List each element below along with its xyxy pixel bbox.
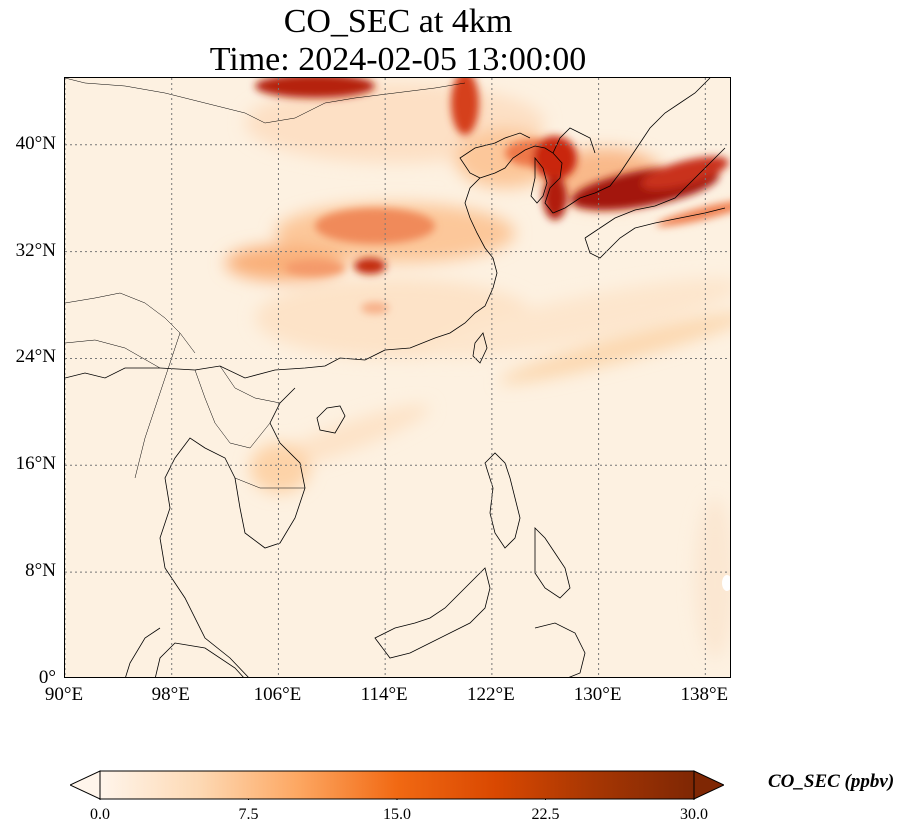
lon-tick-label: 98°E <box>152 684 190 706</box>
lon-tick-label: 90°E <box>45 684 83 706</box>
colorbar-label: CO_SEC (ppbv) <box>768 771 894 793</box>
colorbar-max-extend <box>694 771 724 799</box>
lon-tick-label: 130°E <box>574 684 622 706</box>
lat-tick-label: 24°N <box>0 346 56 368</box>
colorbar <box>70 770 724 800</box>
lon-tick-label: 106°E <box>254 684 302 706</box>
colorbar-min-extend <box>70 771 100 799</box>
map-canvas <box>65 78 731 678</box>
lat-tick-label: 40°N <box>0 133 56 155</box>
map-panel <box>64 77 731 678</box>
map-title: CO_SEC at 4km <box>0 4 796 40</box>
lon-tick-label: 114°E <box>361 684 408 706</box>
colorbar-gradient <box>100 771 694 799</box>
map-subtitle-time: Time: 2024-02-05 13:00:00 <box>0 42 796 78</box>
lat-tick-label: 16°N <box>0 453 56 475</box>
lat-tick-label: 8°N <box>0 560 56 582</box>
colorbar-tick-label: 22.5 <box>532 806 560 824</box>
colorbar-tick-label: 0.0 <box>90 806 110 824</box>
lat-tick-label: 32°N <box>0 240 56 262</box>
colorbar-tick-label: 30.0 <box>680 806 708 824</box>
colorbar-tick-label: 7.5 <box>239 806 259 824</box>
lon-tick-label: 122°E <box>467 684 515 706</box>
colorbar-tick-label: 15.0 <box>383 806 411 824</box>
lon-tick-label: 138°E <box>680 684 728 706</box>
